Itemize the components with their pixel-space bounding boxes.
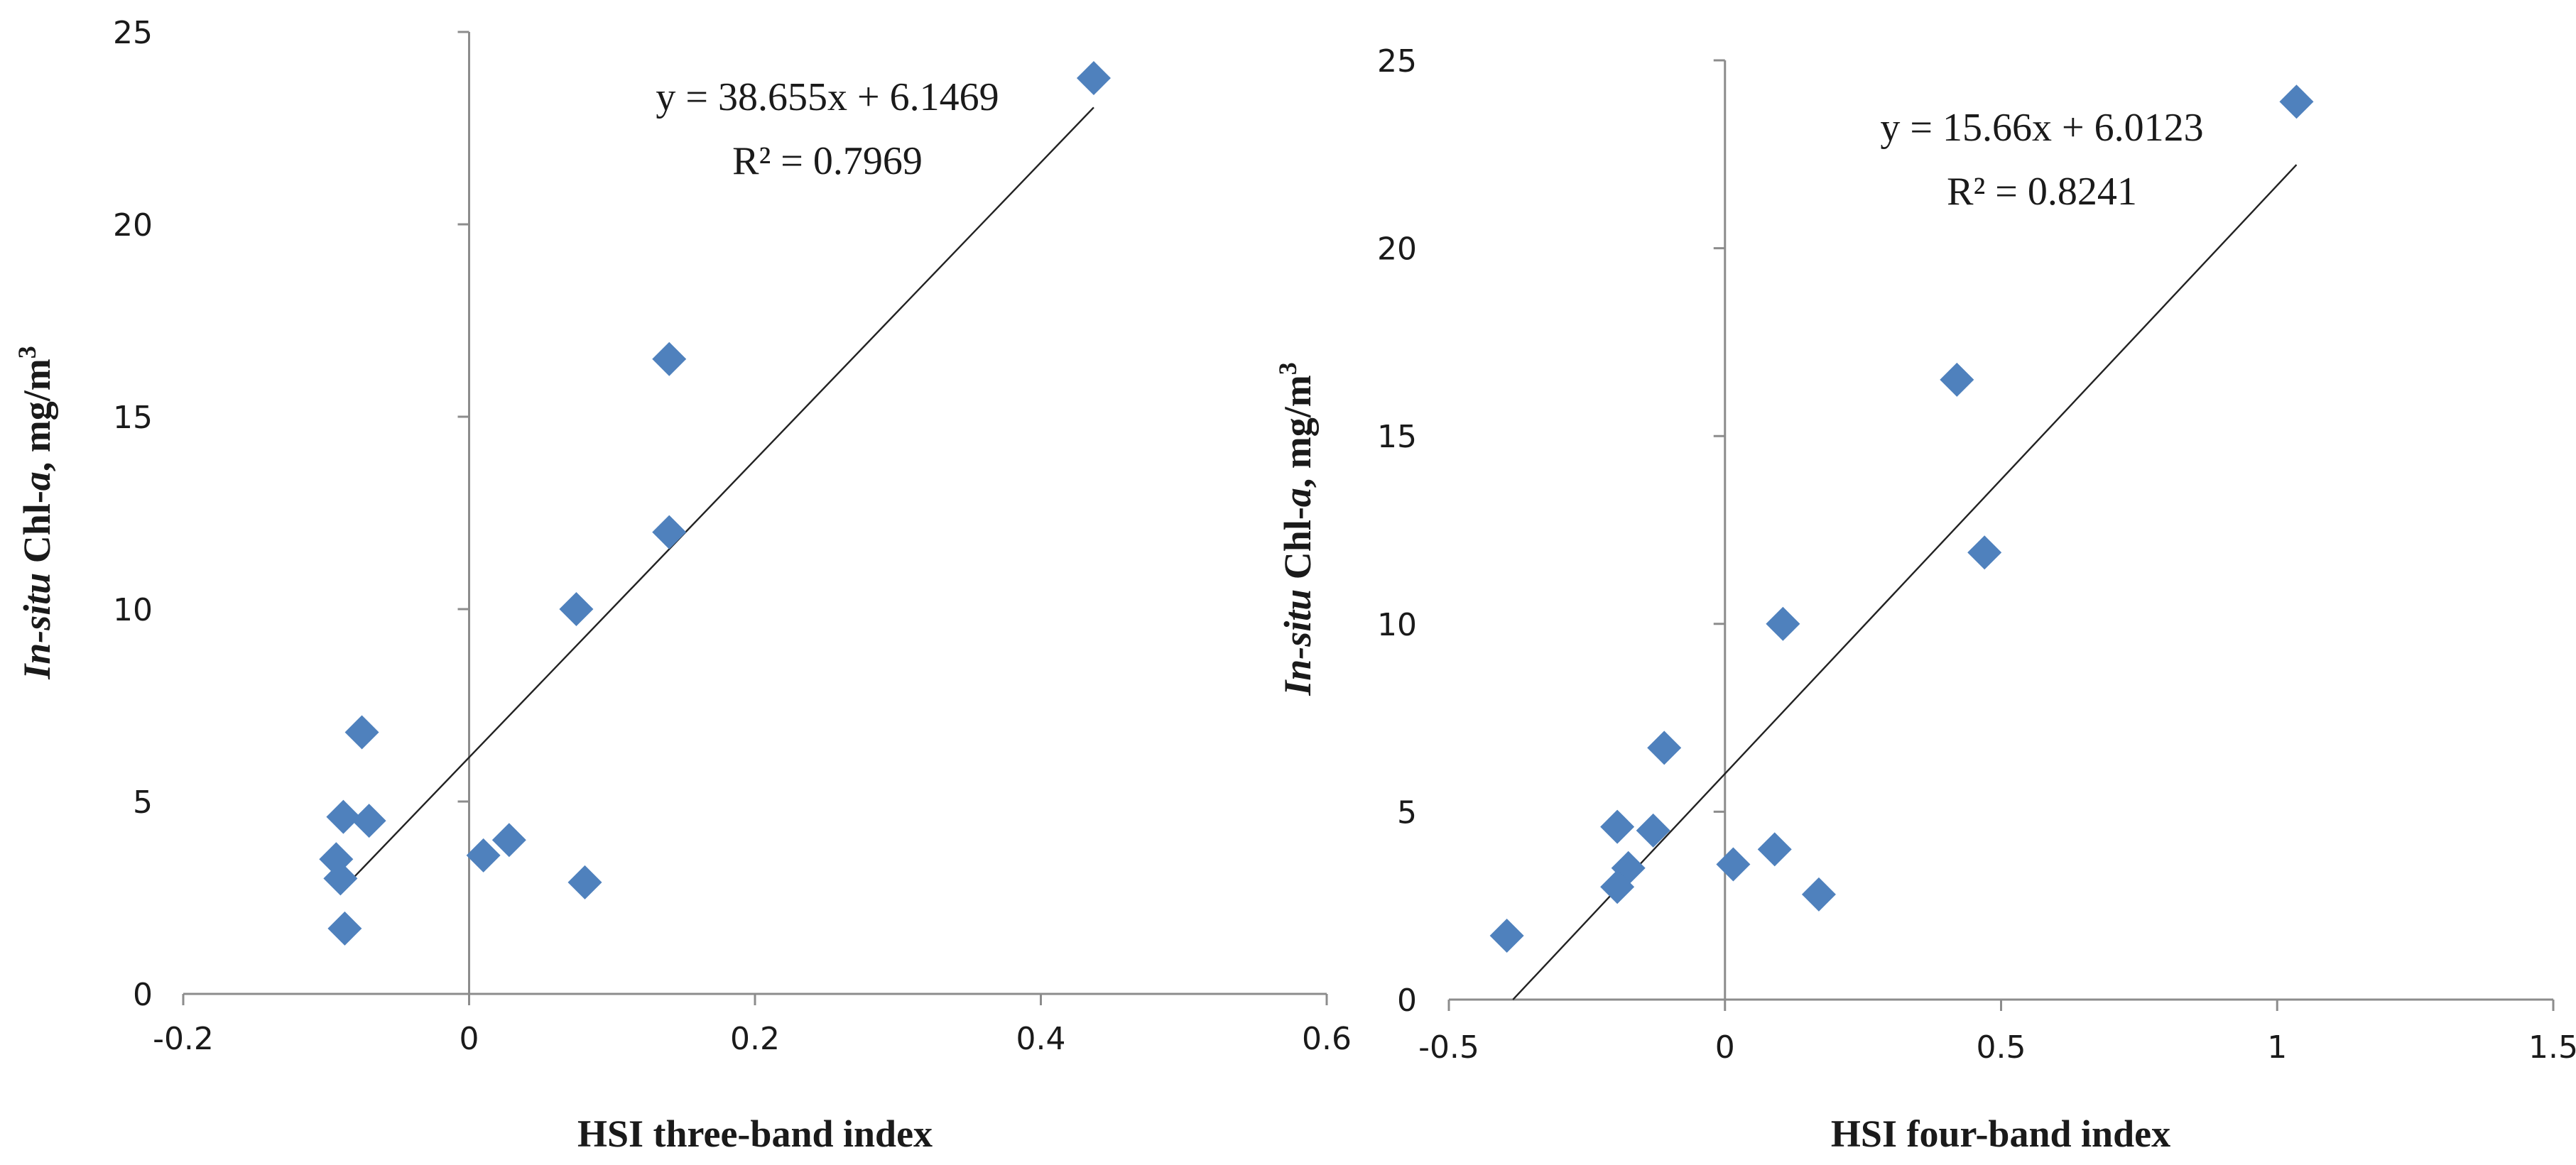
data-point	[1757, 832, 1792, 867]
y-axis-title-unit: , mg/m	[16, 359, 58, 471]
data-point	[1801, 877, 1836, 912]
data-point	[1766, 606, 1800, 641]
regression-equation: y = 15.66x + 6.0123	[1880, 106, 2203, 150]
x-tick-label: -0.5	[1418, 1029, 1479, 1066]
y-tick-label: 10	[113, 592, 153, 628]
data-point	[1600, 870, 1635, 904]
x-tick-label: 1.5	[2528, 1029, 2576, 1066]
y-tick-label: 15	[1377, 419, 1417, 455]
trendline	[342, 106, 1094, 890]
data-point	[652, 341, 687, 376]
data-point	[567, 865, 602, 899]
r-squared-label: R² = 0.7969	[732, 139, 923, 183]
y-tick-label: 25	[1377, 43, 1417, 80]
y-axis-title-prefix: In-situ	[1276, 589, 1319, 696]
y-tick-label: 15	[113, 400, 153, 436]
data-point	[1076, 61, 1111, 96]
y-tick-label: 10	[1377, 607, 1417, 643]
r-squared-label: R² = 0.8241	[1947, 170, 2137, 214]
data-point	[1489, 919, 1524, 953]
y-tick-label: 20	[113, 207, 153, 244]
x-tick-label: 0	[1715, 1029, 1735, 1066]
y-axis-title-main: Chl-	[1276, 507, 1319, 589]
y-axis-title-superscript: 3	[13, 346, 41, 359]
data-point	[344, 715, 379, 750]
data-point	[559, 592, 594, 626]
data-point	[2279, 84, 2314, 119]
y-tick-label: 5	[1397, 794, 1417, 831]
x-axis-title: HSI four-band index	[1831, 1112, 2170, 1155]
y-axis-title-prefix: In-situ	[16, 573, 58, 680]
data-point	[352, 804, 386, 838]
y-axis-title-italic: a	[16, 471, 58, 491]
y-axis-title: In-situ Chl-a, mg/m3	[1273, 362, 1319, 696]
y-axis-title-unit: , mg/m	[1276, 375, 1319, 488]
data-point	[323, 861, 358, 896]
x-tick-label: 0.2	[730, 1021, 780, 1057]
y-tick-label: 5	[133, 784, 153, 821]
y-axis-title-superscript: 3	[1273, 362, 1302, 375]
data-point	[1967, 535, 2002, 570]
x-tick-label: 0.5	[1977, 1029, 2026, 1066]
y-tick-label: 0	[133, 977, 153, 1013]
data-point	[1600, 809, 1635, 844]
data-point	[1636, 813, 1670, 848]
trendline	[1512, 164, 2298, 1000]
y-tick-label: 25	[113, 15, 153, 51]
x-tick-label: -0.2	[153, 1021, 214, 1057]
x-tick-label: 0	[460, 1021, 479, 1057]
x-tick-label: 1	[2267, 1029, 2287, 1066]
x-tick-label: 0.6	[1302, 1021, 1352, 1057]
x-tick-label: 0.4	[1016, 1021, 1066, 1057]
y-tick-label: 20	[1377, 231, 1417, 268]
regression-equation: y = 38.655x + 6.1469	[656, 75, 999, 119]
data-point	[326, 799, 361, 834]
y-axis-title-main: Chl-	[16, 491, 58, 573]
y-tick-label: 0	[1397, 983, 1417, 1019]
data-point	[1940, 362, 1974, 397]
data-point	[652, 515, 687, 549]
data-point	[327, 911, 362, 946]
data-point	[466, 838, 501, 873]
data-point	[1647, 731, 1682, 765]
x-axis-title: HSI three-band index	[577, 1112, 933, 1155]
data-point	[1716, 847, 1751, 882]
data-point	[491, 823, 526, 858]
y-axis-title-italic: a	[1276, 488, 1319, 507]
y-axis-title: In-situ Chl-a, mg/m3	[13, 346, 58, 680]
